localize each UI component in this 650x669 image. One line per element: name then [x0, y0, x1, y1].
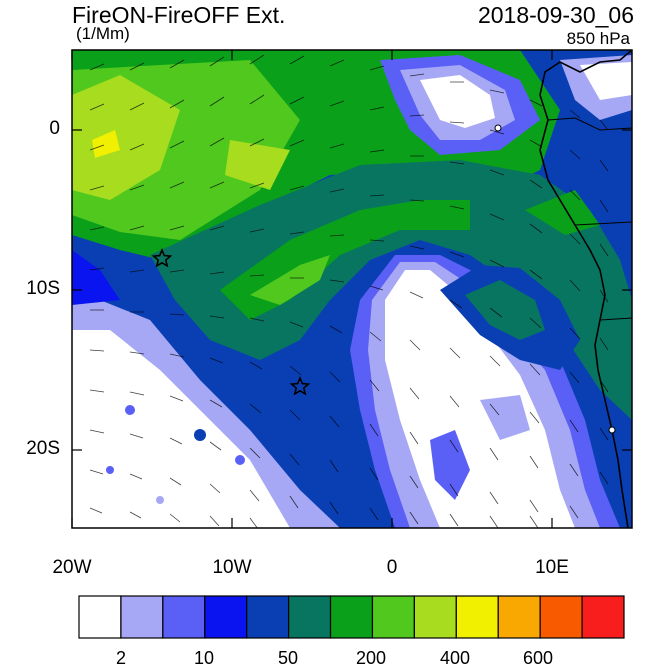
colorbar-swatch [162, 595, 206, 639]
colorbar-swatch [120, 595, 164, 639]
colorbar-label: 600 [522, 648, 554, 668]
x-tick-label: 20W [52, 557, 92, 578]
colorbar-swatch [204, 595, 248, 639]
colorbar-label: 400 [439, 648, 471, 668]
colorbar-swatch [455, 595, 499, 639]
extinction-field [72, 50, 632, 528]
colorbar-swatch [371, 595, 415, 639]
colorbar-label: 2 [115, 648, 126, 668]
colorbar [78, 595, 625, 639]
x-tick-label: 10E [535, 557, 569, 578]
colorbar-label: 50 [277, 648, 299, 668]
star-marker-south [289, 375, 311, 396]
units-label: (1/Mm) [76, 24, 130, 43]
map-frame [71, 49, 633, 529]
colorbar-label: 10 [193, 648, 215, 668]
colorbar-swatch [329, 595, 374, 639]
axis-ticks [71, 50, 632, 528]
datetime-label: 2018-09-30_06 [477, 2, 634, 28]
colorbar-swatch [497, 595, 541, 639]
x-tick-label: 10W [212, 557, 252, 578]
x-tick-label: 0 [386, 557, 398, 578]
colorbar-swatch [581, 595, 625, 639]
y-tick-label: 0 [49, 118, 60, 139]
colorbar-swatch [413, 595, 457, 639]
colorbar-swatch [539, 595, 583, 639]
colorbar-label: 200 [355, 648, 387, 668]
y-tick-label: 10S [26, 278, 60, 299]
colorbar-swatch [246, 595, 290, 639]
y-tick-label: 20S [26, 438, 60, 459]
star-marker-north [151, 247, 173, 268]
colorbar-swatch [78, 595, 122, 639]
colorbar-swatch [288, 595, 332, 639]
pressure-level-label: 850 hPa [566, 29, 630, 48]
map-title: FireON-FireOFF Ext. [72, 2, 286, 28]
